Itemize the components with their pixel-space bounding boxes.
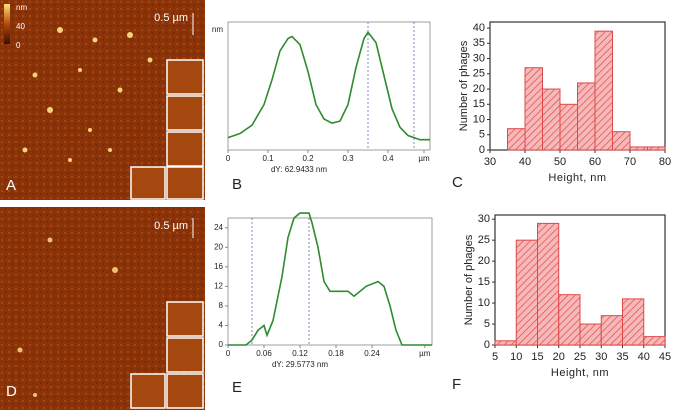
colorbar-tick: 40 <box>16 22 25 31</box>
panel-label: D <box>6 383 17 400</box>
y-tick-label: 12 <box>214 281 223 290</box>
x-tick-label: 40 <box>519 156 531 168</box>
x-tick-label: 0.06 <box>256 349 272 358</box>
x-tick-label: 0 <box>226 154 231 163</box>
y-tick-label: 30 <box>473 52 485 64</box>
histogram-bar <box>594 30 613 151</box>
x-tick-label: 0.12 <box>292 349 308 358</box>
histogram-bar <box>629 146 648 151</box>
colorbar-tick: 0 <box>16 41 21 50</box>
x-tick-label: 0.24 <box>364 349 380 358</box>
histogram-bar <box>600 315 623 346</box>
colorbar-label: nm <box>16 3 27 12</box>
x-tick-label: 0.4 <box>382 154 394 163</box>
x-tick-label: 25 <box>574 351 586 363</box>
x-tick-label: 10 <box>510 351 522 363</box>
x-tick-label: 0 <box>226 349 231 358</box>
y-tick-label: 16 <box>214 262 223 271</box>
x-tick-label: 45 <box>659 351 671 363</box>
histogram-bar <box>537 222 560 346</box>
y-axis-label: Number of phages <box>463 234 475 325</box>
y-tick-label: 5 <box>479 129 485 141</box>
x-tick-label: 60 <box>589 156 601 168</box>
x-tick-label: 50 <box>554 156 566 168</box>
histogram-bar <box>647 146 666 151</box>
y-tick-label: 15 <box>478 276 490 288</box>
afm-image-a <box>0 0 205 200</box>
y-tick-label: 40 <box>473 22 485 34</box>
y-axis-label: nm <box>212 25 223 34</box>
x-axis-label: Height, nm <box>551 367 609 379</box>
panel-label: B <box>232 176 242 193</box>
y-tick-label: 35 <box>473 37 485 49</box>
x-tick-label: 70 <box>624 156 636 168</box>
plot-frame <box>227 21 431 151</box>
y-tick-label: 30 <box>478 213 490 225</box>
histogram-bar <box>524 67 543 151</box>
y-tick-label: 25 <box>478 234 490 246</box>
y-tick-label: 0 <box>484 339 490 351</box>
x-tick-label: 40 <box>638 351 650 363</box>
x-tick-label: 5 <box>492 351 498 363</box>
y-tick-label: 0 <box>219 340 224 349</box>
histogram-bar <box>579 323 602 346</box>
y-tick-label: 20 <box>478 255 490 267</box>
x-tick-label: 35 <box>616 351 628 363</box>
scale-bar-label: 0.5 µm <box>154 220 188 232</box>
y-tick-label: 0 <box>479 144 485 156</box>
histogram-bar <box>559 103 578 151</box>
y-axis-label: Number of phages <box>458 40 470 131</box>
y-tick-label: 10 <box>473 113 485 125</box>
x-tick-label: 15 <box>531 351 543 363</box>
y-tick-label: 10 <box>478 297 490 309</box>
panel-label: E <box>232 379 242 396</box>
histogram-bar <box>622 298 645 346</box>
profile-line <box>228 212 432 346</box>
profile-line <box>227 30 430 141</box>
x-tick-label: µm <box>418 154 430 163</box>
x-tick-label: µm <box>419 349 431 358</box>
plot-frame <box>227 217 433 346</box>
x-tick-label: 20 <box>553 351 565 363</box>
x-tick-label: 30 <box>595 351 607 363</box>
histogram-bar <box>542 88 561 151</box>
afm-image-d <box>0 207 205 410</box>
histogram-bar <box>577 82 596 151</box>
histogram-bar <box>643 336 666 346</box>
y-tick-label: 20 <box>473 83 485 95</box>
panel-label: C <box>452 174 463 191</box>
x-tick-label: 80 <box>659 156 671 168</box>
x-tick-label: 30 <box>484 156 496 168</box>
x-axis-label: Height, nm <box>548 172 606 184</box>
y-tick-label: 5 <box>484 318 490 330</box>
panel-label: A <box>6 177 16 194</box>
histogram-bar <box>558 294 581 346</box>
y-tick-label: 15 <box>473 98 485 110</box>
annotation: dY: 62.9433 nm <box>271 165 327 174</box>
x-tick-label: 0.2 <box>302 154 314 163</box>
scale-bar-label: 0.5 µm <box>154 12 188 24</box>
x-tick-label: 0.3 <box>342 154 354 163</box>
histogram-bar <box>612 131 631 151</box>
y-tick-label: 8 <box>219 301 224 310</box>
x-tick-label: 0.1 <box>262 154 274 163</box>
y-tick-label: 4 <box>219 321 224 330</box>
annotation: dY: 29.5773 nm <box>272 360 328 369</box>
histogram-bar <box>494 340 517 346</box>
y-tick-label: 25 <box>473 68 485 80</box>
histogram-bar <box>515 239 538 346</box>
histogram-bar <box>507 128 526 151</box>
panel-label: F <box>452 376 461 393</box>
y-tick-label: 20 <box>214 242 223 251</box>
x-tick-label: 0.18 <box>328 349 344 358</box>
y-tick-label: 24 <box>214 223 223 232</box>
